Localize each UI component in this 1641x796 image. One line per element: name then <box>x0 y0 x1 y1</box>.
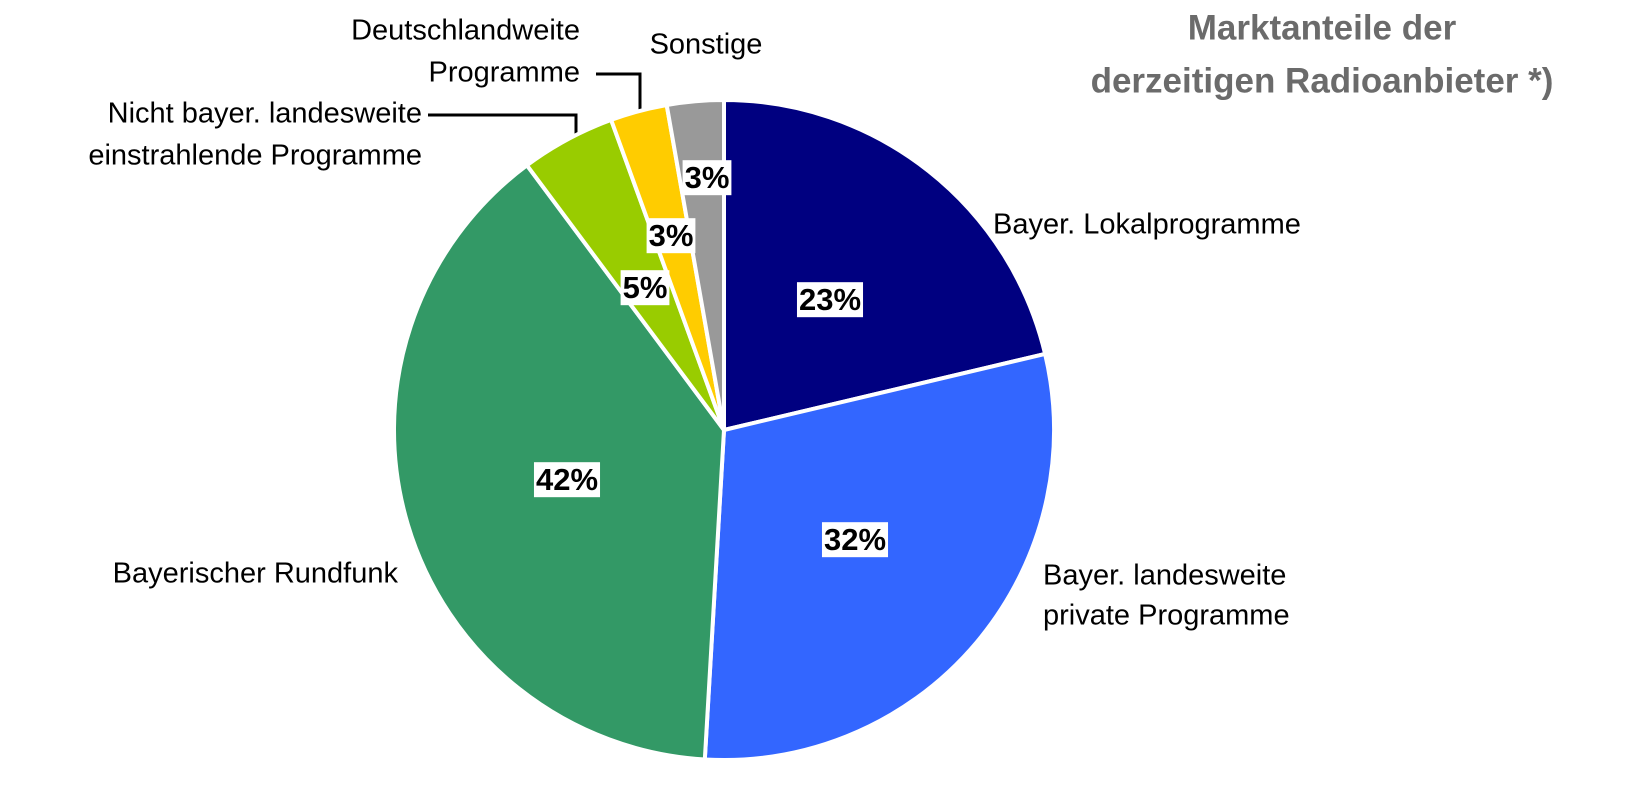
pie-slice <box>722 98 1048 432</box>
data-label: 23% <box>799 282 861 317</box>
category-label: Bayer. Lokalprogramme <box>993 209 1301 241</box>
category-label: private Programme <box>1043 600 1290 632</box>
data-label-bg <box>821 522 889 558</box>
chart-title: derzeitigen Radioanbieter *) <box>1091 61 1554 100</box>
category-label: Programme <box>429 57 581 89</box>
data-label: 5% <box>623 270 668 305</box>
data-label: 3% <box>649 218 694 253</box>
data-label-bg <box>682 160 732 196</box>
leader-line <box>596 72 642 126</box>
category-label: einstrahlende Programme <box>88 140 422 172</box>
data-label-bg <box>646 218 696 254</box>
data-label-bg <box>620 270 670 306</box>
category-label: Bayerischer Rundfunk <box>113 558 399 590</box>
data-label-bg <box>796 282 864 318</box>
category-label: Bayer. landesweite <box>1043 560 1286 592</box>
data-label: 42% <box>536 462 598 497</box>
data-label: 3% <box>685 160 730 195</box>
category-label: Deutschlandweite <box>351 15 580 47</box>
data-label-bg <box>533 462 601 498</box>
chart-title: Marktanteile der <box>1188 8 1457 47</box>
category-label: Nicht bayer. landesweite <box>108 98 422 130</box>
category-label: Sonstige <box>650 29 763 61</box>
data-label: 32% <box>824 522 886 557</box>
